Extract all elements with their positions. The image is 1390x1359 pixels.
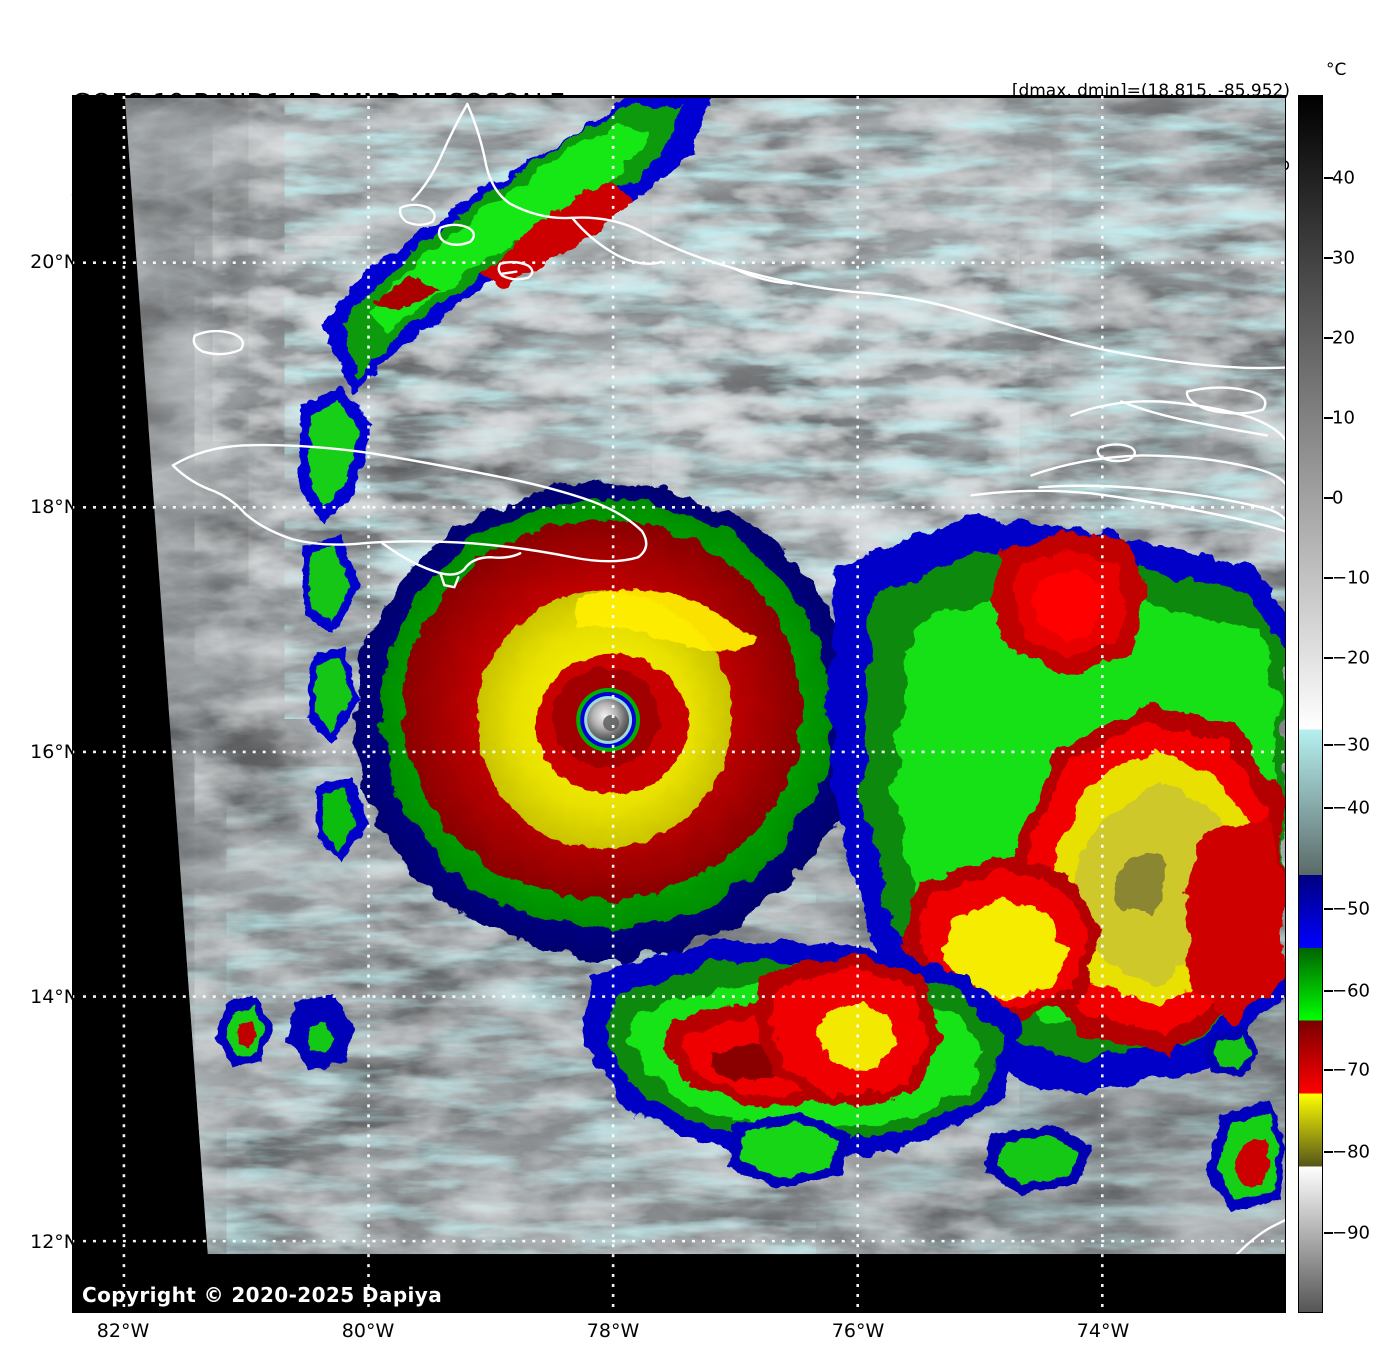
- cbtick-m10: −10: [1332, 567, 1370, 589]
- ytick-16N: 16°N: [30, 741, 78, 763]
- cbtick-m60: −60: [1332, 980, 1370, 1002]
- copyright-label: Copyright © 2020-2025 Dapiya: [82, 1283, 443, 1307]
- cbtick-10: 10: [1332, 407, 1355, 429]
- graticule: [73, 96, 1285, 1312]
- cbtick-20: 20: [1332, 327, 1355, 349]
- cbtick-mark-m50: [1324, 908, 1333, 910]
- cbtick-mark-m70: [1324, 1069, 1333, 1071]
- cbtick-m20: −20: [1332, 647, 1370, 669]
- xtick-78W: 78°W: [586, 1320, 640, 1342]
- cbtick-0: 0: [1332, 487, 1344, 509]
- cbtick-mark-m10: [1324, 577, 1333, 579]
- satellite-imagery: [73, 96, 1285, 1312]
- colorbar-unit-label: °C: [1326, 60, 1347, 80]
- xtick-76W: 76°W: [831, 1320, 885, 1342]
- cbtick-mark-10: [1324, 417, 1333, 419]
- ytick-20N: 20°N: [30, 251, 78, 273]
- cbtick-m80: −80: [1332, 1141, 1370, 1163]
- cbtick-mark-m80: [1324, 1151, 1333, 1153]
- cbtick-mark-m40: [1324, 807, 1333, 809]
- cbtick-mark-40: [1324, 177, 1333, 179]
- cbtick-mark-m90: [1324, 1232, 1333, 1234]
- xtick-80W: 80°W: [341, 1320, 395, 1342]
- colorbar-gradient: [1299, 96, 1322, 1312]
- cbtick-mark-m30: [1324, 744, 1333, 746]
- ytick-14N: 14°N: [30, 986, 78, 1008]
- cbtick-mark-m20: [1324, 657, 1333, 659]
- cbtick-mark-0: [1324, 497, 1333, 499]
- cbtick-m40: −40: [1332, 797, 1370, 819]
- cbtick-m30: −30: [1332, 734, 1370, 756]
- cbtick-mark-m60: [1324, 990, 1333, 992]
- cbtick-m90: −90: [1332, 1222, 1370, 1244]
- xtick-82W: 82°W: [96, 1320, 150, 1342]
- cbtick-40: 40: [1332, 167, 1355, 189]
- cbtick-m70: −70: [1332, 1059, 1370, 1081]
- cbtick-m50: −50: [1332, 898, 1370, 920]
- temperature-colorbar: [1298, 95, 1323, 1313]
- satellite-image-panel: [72, 95, 1286, 1313]
- cbtick-30: 30: [1332, 247, 1355, 269]
- cbtick-mark-30: [1324, 257, 1333, 259]
- xtick-74W: 74°W: [1076, 1320, 1130, 1342]
- ytick-12N: 12°N: [30, 1231, 78, 1253]
- cbtick-mark-20: [1324, 337, 1333, 339]
- ytick-18N: 18°N: [30, 496, 78, 518]
